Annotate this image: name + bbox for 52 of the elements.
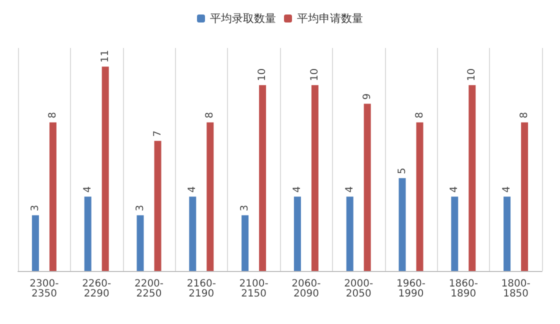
x-tick-label: 1860-1890 bbox=[448, 278, 478, 300]
bar bbox=[398, 178, 406, 271]
x-tick-label: 1960-1990 bbox=[396, 278, 426, 300]
bar bbox=[504, 196, 511, 271]
data-label: 11 bbox=[100, 50, 111, 63]
x-tick-label: 2000-2050 bbox=[344, 278, 374, 300]
data-label: 10 bbox=[309, 68, 320, 82]
bar bbox=[294, 196, 301, 271]
data-label: 3 bbox=[30, 204, 41, 212]
data-label: 10 bbox=[466, 68, 478, 82]
bar bbox=[364, 104, 371, 271]
data-label: 4 bbox=[187, 186, 198, 193]
bar bbox=[154, 140, 162, 271]
data-label: 5 bbox=[396, 168, 408, 174]
data-label: 4 bbox=[82, 186, 94, 193]
bar bbox=[416, 122, 424, 271]
bar bbox=[84, 196, 92, 271]
legend-label: 平均申请数量 bbox=[297, 12, 363, 25]
x-tick-label: 1800-1850 bbox=[501, 278, 531, 300]
data-label: 8 bbox=[47, 112, 58, 118]
legend-label: 平均录取数量 bbox=[210, 12, 276, 25]
x-tick-label: 2160-2190 bbox=[186, 278, 216, 300]
x-tick-label: 2300-2350 bbox=[30, 278, 60, 300]
data-label: 8 bbox=[414, 112, 426, 118]
x-tick-label: 2100-2150 bbox=[239, 278, 269, 300]
bar bbox=[242, 215, 249, 271]
data-label: 8 bbox=[204, 112, 216, 118]
bar bbox=[32, 215, 39, 271]
x-tick-label: 2200-2250 bbox=[134, 278, 164, 300]
data-label: 7 bbox=[152, 130, 164, 137]
x-tick-label: 2060-2090 bbox=[292, 278, 322, 300]
bar bbox=[311, 85, 318, 271]
data-label: 10 bbox=[257, 68, 268, 82]
data-label: 9 bbox=[362, 93, 373, 100]
data-label: 4 bbox=[344, 186, 356, 193]
bar bbox=[49, 122, 56, 271]
data-label: 3 bbox=[134, 204, 146, 212]
data-label: 4 bbox=[449, 186, 460, 193]
bar bbox=[206, 122, 214, 271]
bar bbox=[346, 196, 354, 271]
data-label: 4 bbox=[502, 186, 513, 193]
bar bbox=[189, 196, 196, 271]
data-label: 8 bbox=[519, 112, 530, 118]
data-label: 4 bbox=[292, 186, 303, 193]
bar bbox=[521, 122, 528, 271]
data-label: 3 bbox=[240, 204, 251, 212]
bar bbox=[451, 196, 458, 271]
bar bbox=[468, 85, 476, 271]
bar bbox=[102, 66, 109, 271]
bar bbox=[259, 85, 266, 271]
x-tick-label: 2260-2290 bbox=[82, 278, 112, 300]
bar bbox=[136, 215, 144, 271]
